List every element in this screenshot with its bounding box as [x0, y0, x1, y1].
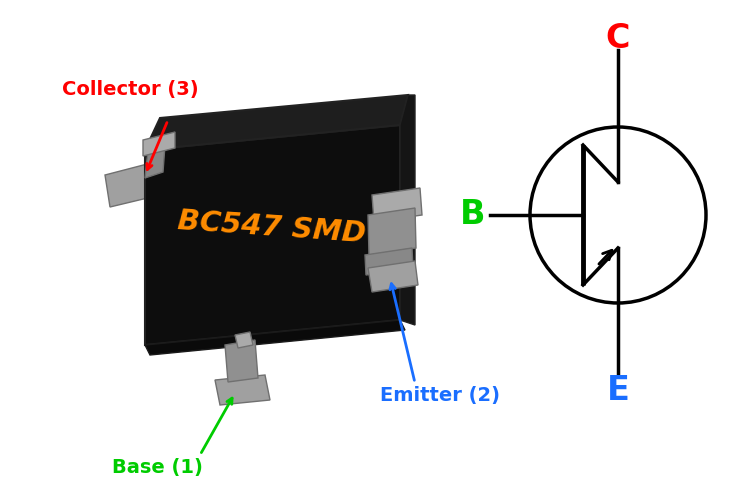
Polygon shape [145, 125, 400, 345]
Polygon shape [400, 95, 415, 325]
Text: Collector (3): Collector (3) [62, 80, 199, 100]
Text: Base (1): Base (1) [112, 458, 202, 477]
Text: C: C [606, 22, 630, 54]
Polygon shape [368, 208, 416, 255]
Polygon shape [368, 261, 418, 292]
Polygon shape [145, 145, 165, 178]
Text: Emitter (2): Emitter (2) [380, 386, 500, 404]
Text: B: B [460, 198, 486, 232]
Polygon shape [145, 95, 408, 150]
Text: BC547 SMD: BC547 SMD [177, 208, 367, 248]
Polygon shape [235, 332, 253, 348]
Polygon shape [143, 132, 175, 156]
Text: E: E [607, 374, 629, 406]
Polygon shape [105, 162, 160, 207]
Polygon shape [215, 375, 270, 405]
Polygon shape [372, 188, 422, 222]
Polygon shape [145, 320, 405, 355]
Polygon shape [365, 248, 413, 275]
Polygon shape [225, 340, 258, 382]
